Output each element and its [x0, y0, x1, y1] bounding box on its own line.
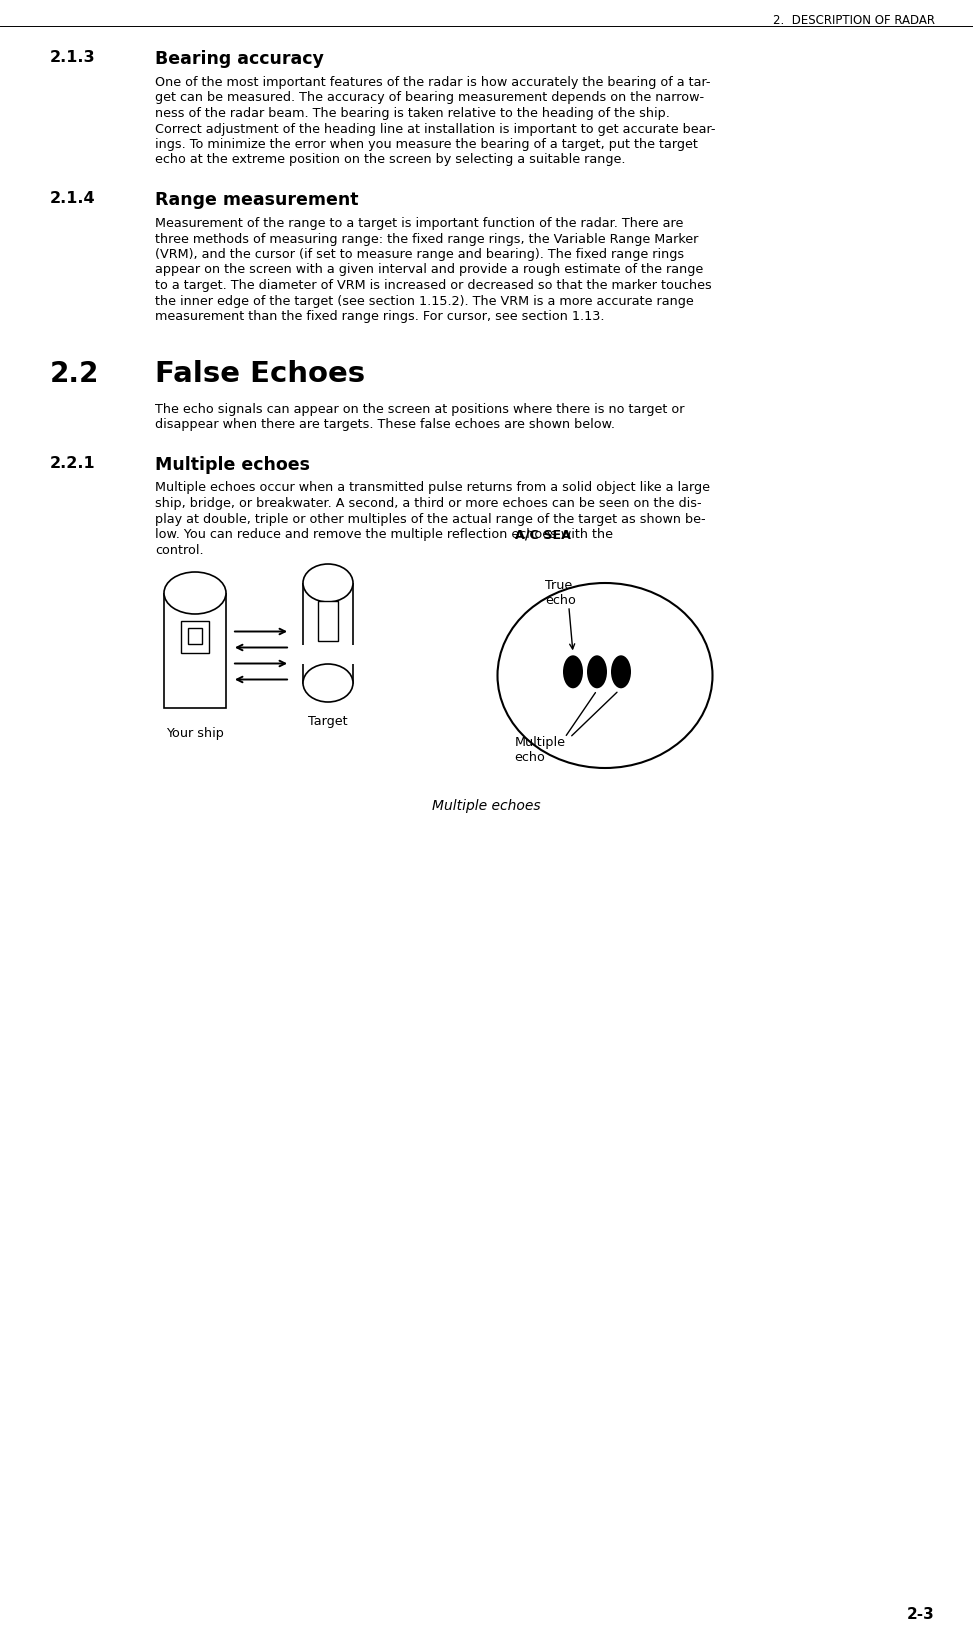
Ellipse shape — [164, 572, 226, 615]
Text: 2.2: 2.2 — [50, 361, 99, 388]
Text: Multiple echoes: Multiple echoes — [155, 456, 310, 474]
Text: control.: control. — [155, 543, 203, 556]
Text: echo at the extreme position on the screen by selecting a suitable range.: echo at the extreme position on the scre… — [155, 154, 626, 167]
Text: Your ship: Your ship — [166, 726, 224, 739]
Text: ings. To minimize the error when you measure the bearing of a target, put the ta: ings. To minimize the error when you mea… — [155, 138, 698, 151]
Ellipse shape — [303, 565, 353, 603]
Text: Multiple echoes: Multiple echoes — [432, 798, 541, 813]
Text: Multiple
echo: Multiple echo — [515, 736, 565, 764]
Bar — [164, 593, 226, 708]
Text: ship, bridge, or breakwater. A second, a third or more echoes can be seen on the: ship, bridge, or breakwater. A second, a… — [155, 497, 702, 510]
Bar — [188, 629, 202, 644]
Text: A/C SEA: A/C SEA — [515, 528, 571, 541]
Text: 2.2.1: 2.2.1 — [50, 456, 95, 470]
Text: to a target. The diameter of VRM is increased or decreased so that the marker to: to a target. The diameter of VRM is incr… — [155, 279, 712, 292]
Text: 2-3: 2-3 — [907, 1606, 935, 1621]
Text: the inner edge of the target (see section 1.15.2). The VRM is a more accurate ra: the inner edge of the target (see sectio… — [155, 295, 694, 308]
Text: One of the most important features of the radar is how accurately the bearing of: One of the most important features of th… — [155, 75, 710, 89]
Text: False Echoes: False Echoes — [155, 361, 365, 388]
Bar — [318, 602, 338, 641]
Ellipse shape — [611, 656, 631, 688]
Text: 2.1.3: 2.1.3 — [50, 49, 95, 66]
Text: Correct adjustment of the heading line at installation is important to get accur: Correct adjustment of the heading line a… — [155, 123, 715, 136]
Bar — [301, 565, 355, 583]
Text: play at double, triple or other multiples of the actual range of the target as s: play at double, triple or other multiple… — [155, 511, 705, 524]
Text: Multiple echoes occur when a transmitted pulse returns from a solid object like : Multiple echoes occur when a transmitted… — [155, 482, 710, 495]
Text: True
echo: True echo — [545, 579, 576, 606]
Bar — [181, 621, 209, 654]
Text: The echo signals can appear on the screen at positions where there is no target : The echo signals can appear on the scree… — [155, 402, 684, 415]
Text: Measurement of the range to a target is important function of the radar. There a: Measurement of the range to a target is … — [155, 216, 683, 229]
Text: 2.1.4: 2.1.4 — [50, 190, 95, 207]
Text: ness of the radar beam. The bearing is taken relative to the heading of the ship: ness of the radar beam. The bearing is t… — [155, 107, 669, 120]
Text: Bearing accuracy: Bearing accuracy — [155, 49, 324, 67]
Text: low. You can reduce and remove the multiple reflection echoes with the: low. You can reduce and remove the multi… — [155, 528, 617, 541]
Ellipse shape — [497, 583, 712, 769]
Text: Target: Target — [308, 715, 347, 728]
Text: get can be measured. The accuracy of bearing measurement depends on the narrow-: get can be measured. The accuracy of bea… — [155, 92, 704, 105]
Text: (VRM), and the cursor (if set to measure range and bearing). The fixed range rin: (VRM), and the cursor (if set to measure… — [155, 247, 684, 261]
Text: appear on the screen with a given interval and provide a rough estimate of the r: appear on the screen with a given interv… — [155, 264, 703, 277]
Ellipse shape — [563, 656, 583, 688]
Text: 2.  DESCRIPTION OF RADAR: 2. DESCRIPTION OF RADAR — [773, 15, 935, 26]
Ellipse shape — [303, 664, 353, 703]
Bar — [301, 646, 355, 664]
Bar — [303, 583, 353, 683]
Bar — [162, 572, 228, 593]
Text: Range measurement: Range measurement — [155, 190, 358, 208]
Text: three methods of measuring range: the fixed range rings, the Variable Range Mark: three methods of measuring range: the fi… — [155, 233, 699, 246]
Ellipse shape — [587, 656, 607, 688]
Text: disappear when there are targets. These false echoes are shown below.: disappear when there are targets. These … — [155, 418, 615, 431]
Text: measurement than the fixed range rings. For cursor, see section 1.13.: measurement than the fixed range rings. … — [155, 310, 604, 323]
